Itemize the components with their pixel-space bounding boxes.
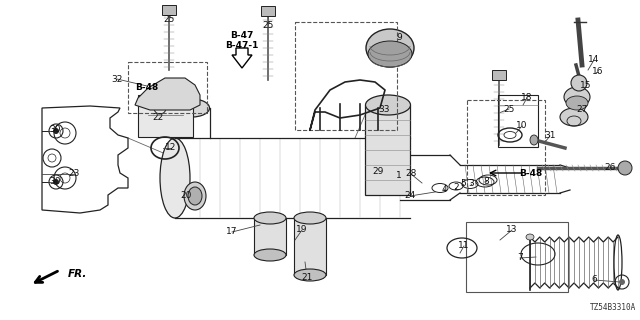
Bar xyxy=(295,22,397,130)
Text: 11: 11 xyxy=(458,242,470,251)
Text: 15: 15 xyxy=(580,82,592,91)
Text: 16: 16 xyxy=(592,68,604,76)
Bar xyxy=(254,218,286,255)
Bar xyxy=(466,222,568,292)
Ellipse shape xyxy=(566,96,588,110)
Text: 2: 2 xyxy=(453,183,459,193)
Text: B-47-1: B-47-1 xyxy=(225,42,259,51)
Text: B-48: B-48 xyxy=(136,83,159,92)
Text: B-48: B-48 xyxy=(520,169,543,178)
Ellipse shape xyxy=(294,212,326,224)
Text: 4: 4 xyxy=(441,185,447,194)
Text: 23: 23 xyxy=(68,170,80,179)
Text: 8: 8 xyxy=(483,177,489,186)
Ellipse shape xyxy=(294,269,326,281)
Circle shape xyxy=(571,75,587,91)
Circle shape xyxy=(619,279,625,285)
Text: 27: 27 xyxy=(576,105,588,114)
Bar xyxy=(128,62,207,113)
Text: 3: 3 xyxy=(468,180,474,188)
Bar xyxy=(467,100,545,195)
Bar xyxy=(138,95,193,137)
Text: 30: 30 xyxy=(49,124,61,133)
Ellipse shape xyxy=(160,138,190,218)
Text: 20: 20 xyxy=(180,191,192,201)
Text: 14: 14 xyxy=(588,55,600,65)
Text: TZ54B3310A: TZ54B3310A xyxy=(589,303,636,312)
Bar xyxy=(261,6,275,16)
Circle shape xyxy=(53,179,59,185)
Text: 25: 25 xyxy=(503,105,515,114)
Text: 24: 24 xyxy=(404,191,415,201)
Ellipse shape xyxy=(564,87,590,107)
Text: 30: 30 xyxy=(49,177,61,186)
Bar xyxy=(162,5,176,15)
Ellipse shape xyxy=(365,95,410,115)
Text: 13: 13 xyxy=(506,226,518,235)
Ellipse shape xyxy=(254,249,286,261)
Text: 7: 7 xyxy=(517,253,523,262)
Text: 28: 28 xyxy=(405,170,417,179)
Ellipse shape xyxy=(184,182,206,210)
Text: 18: 18 xyxy=(521,93,532,102)
Text: 25: 25 xyxy=(163,15,175,25)
Ellipse shape xyxy=(188,187,202,205)
Ellipse shape xyxy=(366,29,414,67)
Circle shape xyxy=(618,161,632,175)
Ellipse shape xyxy=(254,212,286,224)
Text: 19: 19 xyxy=(296,226,308,235)
Ellipse shape xyxy=(560,108,588,126)
Text: 5: 5 xyxy=(460,180,466,188)
Text: 22: 22 xyxy=(152,113,164,122)
Ellipse shape xyxy=(526,234,534,240)
Circle shape xyxy=(53,128,59,134)
Text: 26: 26 xyxy=(604,164,616,172)
Ellipse shape xyxy=(368,41,412,67)
Text: 29: 29 xyxy=(372,167,384,177)
Text: 6: 6 xyxy=(591,276,597,284)
Text: 21: 21 xyxy=(301,273,313,282)
Ellipse shape xyxy=(175,99,209,117)
Bar xyxy=(492,70,506,80)
Text: 25: 25 xyxy=(262,21,274,30)
Text: FR.: FR. xyxy=(68,269,88,279)
Bar xyxy=(294,218,326,275)
Text: 32: 32 xyxy=(111,75,123,84)
Text: B-47: B-47 xyxy=(230,30,253,39)
Text: 9: 9 xyxy=(396,34,402,43)
Text: 31: 31 xyxy=(544,132,556,140)
Text: 12: 12 xyxy=(165,143,177,153)
Text: 1: 1 xyxy=(396,171,402,180)
Ellipse shape xyxy=(530,135,538,145)
Text: 17: 17 xyxy=(227,228,237,236)
Bar xyxy=(498,95,538,147)
Polygon shape xyxy=(135,78,200,110)
Text: 33: 33 xyxy=(378,106,390,115)
Bar xyxy=(365,105,410,195)
Text: 10: 10 xyxy=(516,122,528,131)
